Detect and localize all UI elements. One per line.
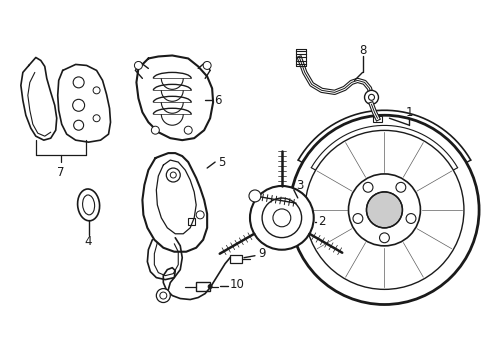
Circle shape [366, 192, 402, 228]
Text: 9: 9 [258, 247, 265, 260]
Circle shape [184, 126, 192, 134]
Text: 4: 4 [85, 235, 92, 248]
Text: 2: 2 [317, 215, 325, 228]
Bar [196, 282, 210, 291]
Circle shape [73, 77, 84, 88]
Circle shape [170, 172, 176, 178]
Text: 10: 10 [229, 278, 244, 291]
Text: 3: 3 [296, 180, 303, 193]
Text: 8: 8 [358, 44, 366, 57]
Circle shape [73, 99, 84, 111]
Circle shape [368, 94, 374, 100]
Bar [372, 116, 382, 122]
Circle shape [208, 285, 212, 289]
Circle shape [134, 62, 142, 69]
Circle shape [156, 289, 170, 302]
Circle shape [248, 190, 261, 202]
Circle shape [203, 62, 211, 69]
Circle shape [74, 120, 83, 130]
Text: 1: 1 [405, 106, 412, 119]
Circle shape [93, 87, 100, 94]
Circle shape [364, 90, 378, 104]
Circle shape [249, 186, 313, 250]
Circle shape [160, 292, 166, 299]
Circle shape [196, 211, 203, 219]
Circle shape [262, 198, 301, 238]
Circle shape [151, 126, 159, 134]
Bar [229, 255, 242, 263]
Text: 6: 6 [214, 94, 222, 107]
Circle shape [166, 168, 180, 182]
Text: 7: 7 [57, 166, 64, 179]
Circle shape [93, 115, 100, 122]
Bar [188, 218, 195, 225]
Text: 5: 5 [218, 156, 225, 168]
